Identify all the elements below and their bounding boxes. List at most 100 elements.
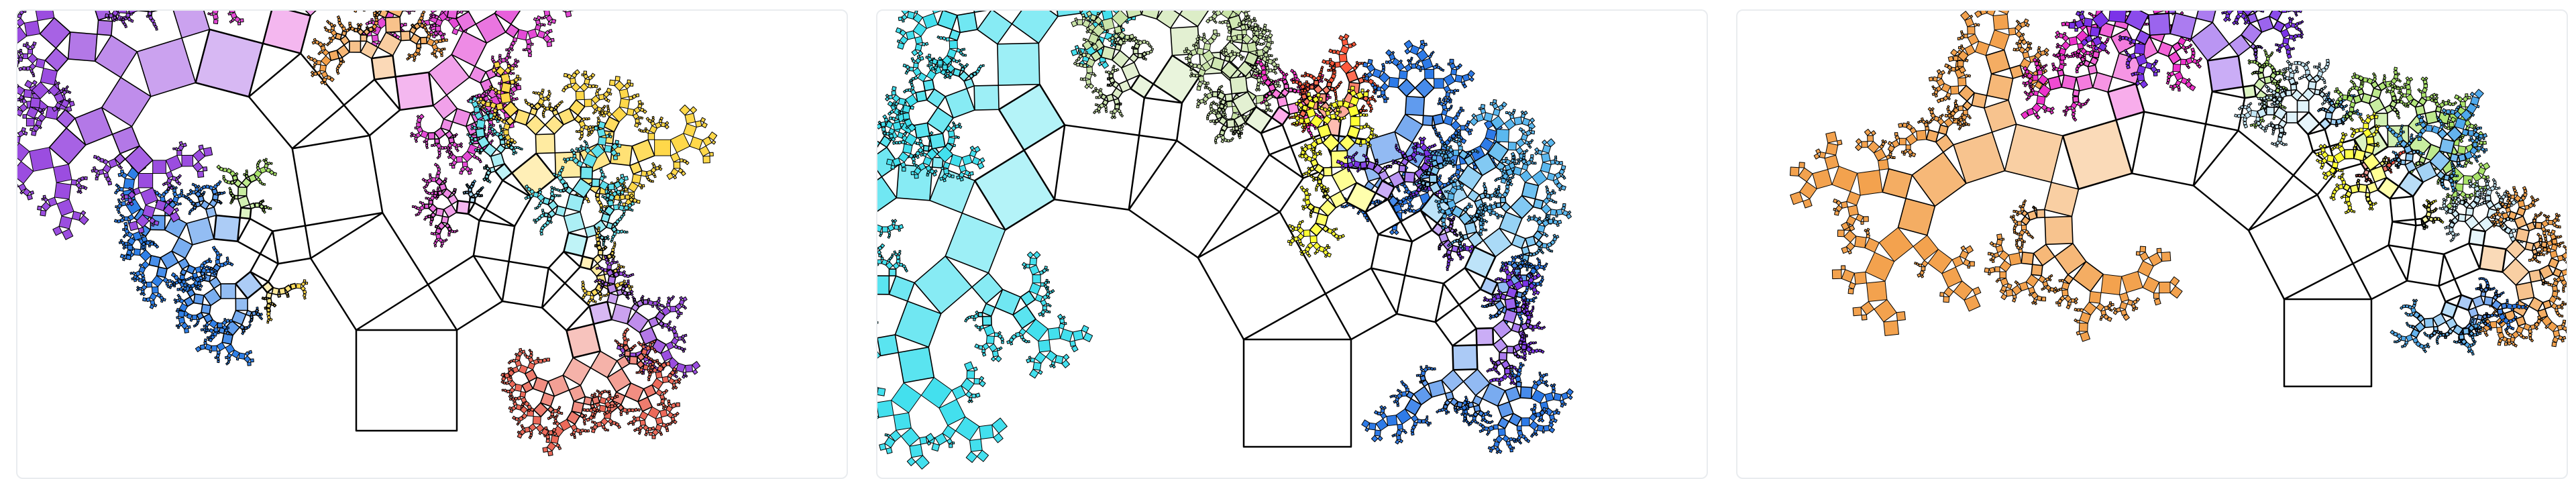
tree-square [248, 362, 251, 366]
tree-square [1106, 71, 1108, 73]
tree-square [456, 201, 470, 214]
tree-square [580, 127, 584, 131]
tree-square [971, 401, 973, 403]
tree-square [453, 231, 455, 233]
tree-square [623, 203, 625, 206]
tree-square [199, 288, 201, 290]
tree-square [607, 407, 610, 411]
tree-square [150, 300, 155, 305]
tree-square [894, 413, 911, 430]
tree-square [479, 160, 482, 163]
tree-square [413, 59, 416, 62]
tree-square [539, 191, 542, 194]
tree-square [619, 354, 622, 357]
tree-square [712, 140, 716, 144]
tree-square [244, 356, 251, 363]
tree-square [19, 67, 22, 70]
tree-square [597, 245, 602, 250]
tree-square [966, 391, 972, 397]
tree-square [184, 284, 187, 287]
tree-square [108, 181, 112, 185]
tree-square [676, 403, 680, 407]
tree-square [1215, 110, 1218, 113]
tree-square [578, 130, 580, 132]
tree-square [605, 294, 608, 297]
tree-square [445, 178, 447, 180]
tree-square [941, 167, 944, 170]
tree-square [1150, 46, 1152, 48]
tree-square [617, 153, 620, 156]
tree-square [593, 255, 602, 264]
tree-square [928, 54, 930, 56]
tree-square [886, 447, 892, 454]
tree-square [914, 63, 918, 68]
tree-square [1130, 75, 1153, 98]
tree-square [597, 242, 600, 245]
root-square [356, 330, 457, 431]
tree-square [152, 286, 158, 293]
tree-square [539, 432, 541, 435]
tree-square [638, 432, 640, 434]
tree-square [196, 30, 263, 97]
tree-square [1225, 94, 1232, 101]
tree-square [548, 93, 551, 95]
tree-square [590, 296, 594, 300]
tree-square [913, 13, 922, 23]
tree-square [547, 417, 550, 420]
tree-square [212, 246, 215, 250]
tree-square [579, 432, 582, 435]
tree-square [435, 128, 445, 139]
tree-square [127, 255, 131, 259]
tree-square [1035, 295, 1042, 302]
tree-square [448, 234, 450, 236]
tree-square [983, 64, 985, 66]
tree-square [142, 246, 144, 249]
tree-square [881, 121, 885, 126]
tree-square [425, 138, 428, 142]
tree-square [980, 158, 985, 162]
tree-square [667, 403, 671, 406]
tree-square [434, 40, 439, 44]
tree-square [526, 39, 531, 44]
tree-square [1212, 92, 1218, 97]
tree-square [203, 191, 205, 194]
tree-square [193, 325, 195, 327]
tree-square [1257, 25, 1259, 27]
tree-square [539, 360, 543, 364]
tree-square [1048, 281, 1050, 283]
tree-square [1214, 123, 1216, 125]
tree-square [621, 174, 624, 178]
tree-square [598, 410, 601, 413]
tree-square [435, 139, 439, 144]
tree-square [441, 242, 443, 245]
tree-square [270, 318, 272, 321]
tree-square [455, 229, 458, 232]
tree-square [250, 203, 255, 209]
tree-square [470, 66, 486, 83]
tree-square [1080, 78, 1083, 81]
tree-square [1107, 84, 1109, 86]
tree-square [239, 353, 245, 359]
tree-square [1048, 327, 1060, 339]
tree-square [529, 358, 534, 363]
tree-square [513, 98, 515, 101]
tree-square [44, 198, 48, 202]
tree-square [198, 282, 201, 285]
tree-square [902, 168, 906, 172]
tree-square [223, 262, 228, 266]
tree-square [256, 307, 258, 309]
tree-square [1255, 89, 1258, 91]
tree-square [1073, 330, 1083, 340]
tree-square [547, 442, 556, 451]
tree-square [320, 65, 327, 72]
tree-square [36, 58, 45, 68]
tree-square [521, 425, 523, 427]
tree-square [619, 205, 624, 211]
tree-square [290, 283, 297, 289]
tree-square [609, 80, 615, 86]
tree-square [265, 158, 267, 160]
tree-square [517, 30, 528, 40]
tree-square [878, 121, 881, 123]
tree-square [141, 273, 145, 277]
tree-square [967, 371, 975, 379]
